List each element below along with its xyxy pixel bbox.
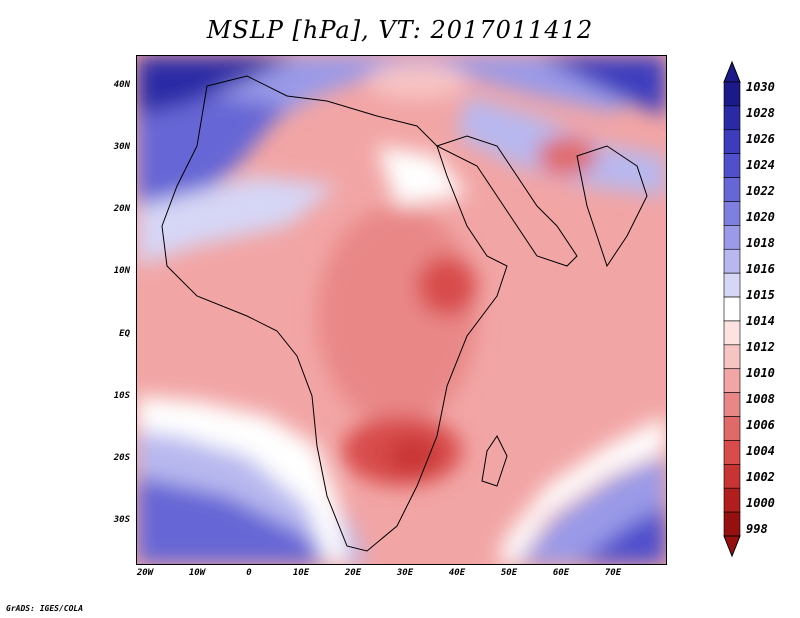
y-label-10n: 10N [113,266,130,276]
colorbar-label-1012: 1012 [746,340,775,354]
colorbar-segment [723,416,741,441]
colorbar-segment [723,511,741,537]
colorbar-segment [723,225,741,250]
coastlines [161,75,648,552]
colorbar-segment [723,344,741,370]
colorbar-label-1022: 1022 [746,184,775,198]
colorbar-segment [723,368,741,393]
colorbar-label-1016: 1016 [746,262,775,276]
colorbar-label-998: 998 [746,522,768,536]
x-label-0: 0 [246,568,252,578]
y-label-30s: 30S [113,515,130,525]
colorbar-label-1000: 1000 [746,496,775,510]
colorbar-label-1014: 1014 [746,314,775,328]
y-label-40n: 40N [113,80,130,90]
colorbar-label-1004: 1004 [746,444,775,458]
colorbar-segment [723,272,741,298]
colorbar-top-arrow [723,60,741,83]
colorbar-segment [723,81,741,107]
colorbar-label-1015: 1015 [746,288,775,302]
colorbar-label-1020: 1020 [746,210,775,224]
x-label-60e: 60E [552,568,570,578]
y-label-eq: EQ [119,329,130,339]
colorbar-label-1030: 1030 [746,80,775,94]
colorbar-label-1028: 1028 [746,106,775,120]
colorbar-segment [723,320,741,346]
colorbar-label-1018: 1018 [746,236,775,250]
x-label-30e: 30E [396,568,414,578]
colorbar-segment [723,296,741,322]
x-label-10e: 10E [292,568,310,578]
pressure-map [136,55,667,565]
x-label-50e: 50E [500,568,518,578]
colorbar-label-1010: 1010 [746,366,775,380]
colorbar-segment [723,440,741,465]
colorbar-label-1008: 1008 [746,392,775,406]
colorbar-segment [723,201,741,226]
x-label-20e: 20E [344,568,362,578]
footer-credit: GrADS: IGES/COLA [6,604,84,613]
colorbar-segment [723,392,741,417]
colorbar-segment [723,487,741,513]
pressure-field-svg [137,56,666,564]
y-label-20s: 20S [113,453,130,463]
colorbar-svg [723,60,741,558]
colorbar-label-1006: 1006 [746,418,775,432]
x-label-40e: 40E [448,568,466,578]
colorbar-segment [723,177,741,202]
colorbar-bottom-arrow [723,535,741,558]
x-label-20w: 20W [136,568,154,578]
x-label-10w: 10W [188,568,206,578]
colorbar-segment [723,153,741,178]
colorbar-segment [723,464,741,489]
y-label-30n: 30N [113,142,130,152]
colorbar-segment [723,129,741,154]
colorbar-label-1026: 1026 [746,132,775,146]
map-title: MSLP [hPa], VT: 2017011412 [206,16,594,44]
colorbar-segment [723,105,741,131]
colorbar-label-1002: 1002 [746,470,775,484]
y-label-20n: 20N [113,204,130,214]
x-label-70e: 70E [604,568,622,578]
y-label-10s: 10S [113,391,130,401]
colorbar-segment [723,248,741,274]
colorbar-label-1024: 1024 [746,158,775,172]
